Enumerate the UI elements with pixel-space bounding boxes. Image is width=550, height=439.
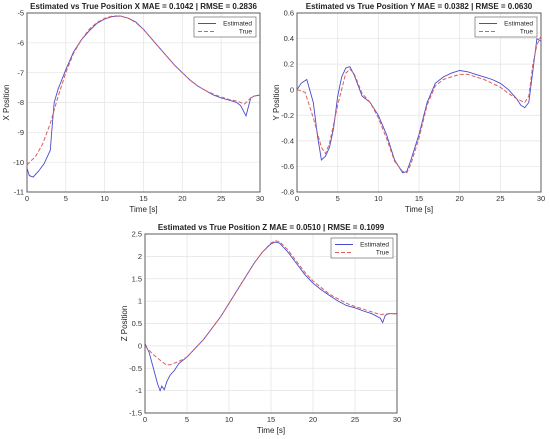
x-tick-label: 30 (256, 194, 264, 203)
series-line-estimated (296, 37, 542, 174)
y-tick-label: 0.2 (284, 60, 294, 69)
chart-title: Estimated vs True Position Z MAE = 0.051… (158, 223, 385, 232)
y-tick-label: 2 (138, 252, 142, 261)
y-tick-label: -0.2 (281, 111, 294, 120)
x-tick-label: 10 (225, 415, 233, 424)
y-tick-label: -0.4 (281, 136, 294, 145)
x-axis-label: Time [s] (257, 426, 285, 435)
x-tick-label: 10 (374, 194, 382, 203)
x-tick-label: 30 (393, 415, 401, 424)
plot-border (144, 233, 398, 414)
series-line-true (144, 240, 397, 366)
x-tick-label: 20 (455, 194, 463, 203)
x-tick-label: 0 (25, 194, 29, 203)
y-tick-label: 1 (138, 297, 142, 306)
chart-title: Estimated vs True Position Y MAE = 0.038… (306, 2, 533, 11)
x-tick-label: 5 (185, 415, 189, 424)
x-tick-label: 15 (267, 415, 275, 424)
y-axis-label: X Position (2, 84, 11, 120)
y-axis-label: Z Position (120, 306, 129, 342)
y-tick-label: -7 (17, 68, 24, 77)
chart-x: 0 5 10 15 20 25 30 -11 -10 -9 -8 -7 -6 -5 Estimated vs… (2, 2, 264, 214)
y-tick-label: 0.5 (132, 319, 142, 328)
y-tick-label: 0.4 (284, 34, 294, 43)
x-tick-label: 5 (64, 194, 68, 203)
x-tick-label: 15 (415, 194, 423, 203)
plot-border (296, 12, 542, 193)
y-tick-label: -5 (17, 9, 24, 18)
series-line-estimated (26, 15, 261, 178)
y-tick-label: -1.5 (129, 409, 142, 418)
legend-entry: True (376, 250, 390, 257)
legend-entry: True (239, 29, 253, 36)
x-tick-label: 20 (178, 194, 186, 203)
plot-border (26, 12, 261, 193)
legend-box (474, 16, 538, 38)
y-tick-label: 0 (290, 85, 294, 94)
legend-box (193, 16, 257, 38)
x-tick-label: 25 (351, 415, 359, 424)
x-tick-label: 10 (100, 194, 108, 203)
x-tick-label: 0 (143, 415, 147, 424)
y-tick-label: -1 (135, 386, 142, 395)
x-tick-label: 20 (309, 415, 317, 424)
y-tick-label: -10 (13, 158, 24, 167)
legend-entry: Estimated (504, 21, 533, 28)
x-tick-label: 0 (295, 194, 299, 203)
x-tick-label: 30 (537, 194, 545, 203)
legend-entry: Estimated (360, 242, 389, 249)
series-line-estimated (144, 241, 397, 392)
x-tick-label: 25 (217, 194, 225, 203)
x-tick-label: 5 (336, 194, 340, 203)
series-line-true (26, 15, 261, 166)
chart-z: 0 5 10 15 20 25 30 -1.5 -1 -0.5 0 0.5 1 1.5 2 2.5 Estima… (120, 223, 401, 435)
y-tick-label: -9 (17, 128, 24, 137)
y-tick-label: 0 (138, 341, 142, 350)
y-tick-label: 0.6 (284, 9, 294, 18)
y-tick-label: 2.5 (132, 230, 142, 239)
x-axis-label: Time [s] (129, 205, 157, 214)
x-axis-label: Time [s] (405, 205, 433, 214)
y-tick-label: -0.6 (281, 162, 294, 171)
legend-entry: True (520, 29, 534, 36)
legend-box (330, 237, 394, 259)
y-tick-label: -0.8 (281, 188, 294, 197)
y-tick-label: -8 (17, 98, 24, 107)
x-tick-label: 15 (139, 194, 147, 203)
chart-y: 0 5 10 15 20 25 30 -0.8 -0.6 -0.4 -0.2 0 0.2 0.4 0.6 Es… (272, 2, 545, 214)
y-axis-label: Y Position (272, 85, 281, 121)
x-tick-label: 25 (496, 194, 504, 203)
y-tick-label: -6 (17, 38, 24, 47)
legend-entry: Estimated (223, 21, 252, 28)
y-tick-label: 1.5 (132, 274, 142, 283)
chart-title: Estimated vs True Position X MAE = 0.104… (30, 2, 257, 11)
series-line-true (296, 35, 542, 174)
y-tick-label: -11 (14, 188, 24, 197)
y-tick-label: -0.5 (129, 364, 142, 373)
